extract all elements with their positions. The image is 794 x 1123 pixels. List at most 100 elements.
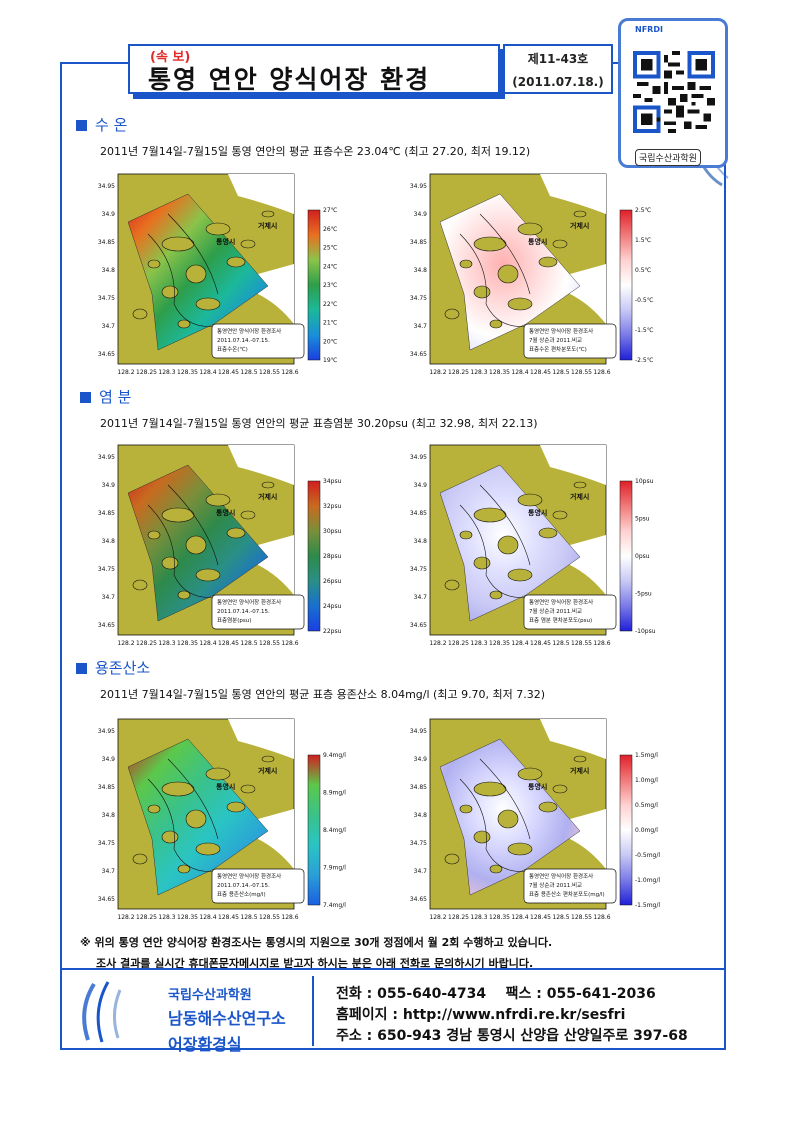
colorbar-label: 26psu (323, 578, 342, 585)
section-heading: 수 온 (76, 114, 127, 135)
legend-line: 통영연안 양식어장 환경조사 (529, 598, 593, 606)
legend-line: 표층염분(psu) (217, 616, 251, 624)
divider (312, 976, 314, 1046)
qr-box: NFRDI 국립수산과학원 (618, 18, 728, 168)
square-bullet-icon (80, 392, 91, 403)
lon-tick: 128.55 (259, 914, 280, 921)
lat-tick: 34.75 (98, 566, 115, 573)
colorbar-label: -0.5℃ (635, 297, 654, 304)
org-name-2: 남동해수산연구소 (168, 1009, 286, 1028)
lon-tick: 128.25 (136, 640, 157, 647)
lon-tick: 128.55 (571, 640, 592, 647)
lon-tick: 128.35 (177, 640, 198, 647)
legend-line: 2011.07.14.-07.15. (217, 883, 270, 889)
legend-line: 통영연안 양식어장 환경조사 (529, 872, 593, 880)
lon-tick: 128.25 (448, 914, 469, 921)
lat-tick: 34.8 (102, 812, 116, 819)
section-heading: 용존산소 (76, 657, 150, 678)
colorbar-label: 26℃ (323, 226, 338, 233)
lat-tick: 34.7 (102, 323, 116, 330)
colorbar-label: 25℃ (323, 245, 338, 252)
colorbar-label: 0.0mg/l (635, 827, 658, 834)
colorbar-label: 28psu (323, 553, 342, 560)
lon-tick: 128.2 (429, 640, 446, 647)
legend-line: 표층수온(℃) (217, 345, 248, 353)
website-link[interactable]: 홈페이지 : http://www.nfrdi.re.kr/sesfri (336, 1007, 626, 1023)
lon-tick: 128.2 (117, 914, 134, 921)
lon-tick: 128.6 (593, 369, 610, 376)
colorbar-label: 2.5℃ (635, 207, 652, 214)
legend-line: 7월 상순과 2011.비교 (529, 607, 582, 615)
colorbar-label: 0psu (635, 553, 650, 560)
address: 주소 : 650-943 경남 통영시 산양읍 산양일주로 397-68 (336, 1028, 688, 1044)
lat-tick: 34.85 (410, 510, 427, 517)
lat-tick: 34.85 (98, 239, 115, 246)
issue-box: 제11-43호 (2011.07.18.) (503, 44, 613, 94)
legend-line: 표층수온 편차분포도(℃) (529, 345, 587, 353)
lat-tick: 34.65 (410, 896, 427, 903)
legend-line: 표층 용존산소(mg/l) (217, 890, 266, 898)
issue-number: 제11-43호 (527, 52, 589, 66)
lon-tick: 128.45 (218, 369, 239, 376)
lon-tick: 128.5 (552, 369, 569, 376)
colorbar-label: 7.4mg/l (323, 902, 346, 909)
lon-tick: 128.35 (177, 369, 198, 376)
colorbar-label: 8.4mg/l (323, 827, 346, 834)
lat-tick: 34.9 (414, 756, 428, 763)
lon-tick: 128.35 (177, 914, 198, 921)
lat-tick: 34.95 (98, 728, 115, 735)
lon-tick: 128.4 (199, 640, 216, 647)
legend-line: 통영연안 양식어장 환경조사 (217, 598, 281, 606)
lon-tick: 128.2 (117, 369, 134, 376)
colorbar-label: 32psu (323, 503, 342, 510)
lon-tick: 128.5 (552, 914, 569, 921)
lon-tick: 128.2 (429, 914, 446, 921)
square-bullet-icon (76, 120, 87, 131)
colorbar-label: 1.5mg/l (635, 752, 658, 759)
lon-tick: 128.55 (571, 914, 592, 921)
lon-tick: 128.4 (199, 369, 216, 376)
qr-code-icon[interactable] (633, 51, 715, 133)
lat-tick: 34.95 (410, 454, 427, 461)
lat-tick: 34.95 (410, 183, 427, 190)
legend-line: 통영연안 양식어장 환경조사 (217, 327, 281, 335)
colorbar-label: -1.0mg/l (635, 877, 660, 884)
page-title: 통영 연안 양식어장 환경 (148, 65, 431, 94)
lon-tick: 128.25 (136, 369, 157, 376)
lat-tick: 34.95 (410, 728, 427, 735)
institute-logo-icon (82, 981, 122, 1043)
lat-tick: 34.95 (98, 454, 115, 461)
lon-tick: 128.35 (489, 914, 510, 921)
lat-tick: 34.85 (410, 239, 427, 246)
lat-tick: 34.75 (410, 295, 427, 302)
lat-tick: 34.7 (414, 868, 428, 875)
lat-tick: 34.8 (414, 538, 428, 545)
colorbar-label: -1.5mg/l (635, 902, 660, 909)
lon-tick: 128.5 (552, 640, 569, 647)
lon-tick: 128.45 (218, 914, 239, 921)
colorbar-label: -1.5℃ (635, 327, 654, 334)
lon-tick: 128.2 (429, 369, 446, 376)
section-summary: 2011년 7월14일-7월15일 통영 연안의 평균 표층 용존산소 8.04… (100, 688, 546, 701)
lat-tick: 34.7 (414, 594, 428, 601)
lon-tick: 128.5 (240, 914, 257, 921)
lon-tick: 128.55 (259, 369, 280, 376)
lat-tick: 34.8 (414, 267, 428, 274)
legend-line: 2011.07.14.-07.15. (217, 338, 270, 344)
lon-tick: 128.35 (489, 640, 510, 647)
lat-tick: 34.75 (98, 295, 115, 302)
section-title: 염 분 (99, 388, 132, 406)
colorbar-label: 0.5℃ (635, 267, 652, 274)
colorbar-label: 19℃ (323, 357, 338, 364)
lon-tick: 128.45 (218, 640, 239, 647)
label-geoje: 거제시 (258, 766, 277, 775)
section-summary: 2011년 7월14일-7월15일 통영 연안의 평균 표층염분 30.20ps… (100, 417, 538, 430)
legend-line: 7월 상순과 2011.비교 (529, 336, 582, 344)
bulletin-tag: (속 보) (150, 50, 191, 65)
lon-tick: 128.35 (489, 369, 510, 376)
